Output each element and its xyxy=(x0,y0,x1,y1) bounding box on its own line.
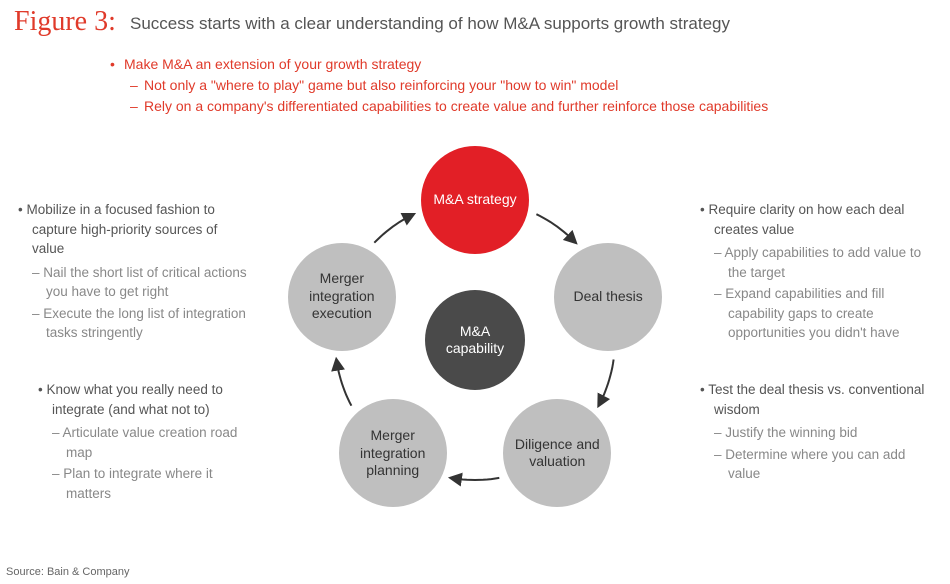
source-attribution: Source: Bain & Company xyxy=(6,566,130,578)
annotation-diligence-sub-0: Justify the winning bid xyxy=(700,423,930,443)
annotation-thesis: Require clarity on how each deal creates… xyxy=(700,200,940,345)
node-diligence-label: Diligence and valuation xyxy=(503,436,611,471)
center-label: M&A capability xyxy=(425,323,525,358)
node-thesis: Deal thesis xyxy=(554,243,662,351)
annotation-diligence-sub-1: Determine where you can add value xyxy=(700,445,930,484)
annotation-execution-main: Mobilize in a focused fashion to capture… xyxy=(18,200,253,259)
figure-label: Figure 3: xyxy=(14,6,116,38)
annotation-thesis-sub-0: Apply capabilities to add value to the t… xyxy=(700,243,940,282)
annotation-planning: Know what you really need to integrate (… xyxy=(38,380,253,505)
strategy-annotation: •Make M&A an extension of your growth st… xyxy=(110,54,768,117)
top-sub-1: Rely on a company's differentiated capab… xyxy=(144,98,768,114)
annotation-execution-sub-0: Nail the short list of critical actions … xyxy=(18,263,253,302)
annotation-planning-main: Know what you really need to integrate (… xyxy=(38,380,253,419)
center-node: M&A capability xyxy=(425,290,525,390)
top-sub-0: Not only a "where to play" game but also… xyxy=(144,77,618,93)
annotation-execution: Mobilize in a focused fashion to capture… xyxy=(18,200,253,345)
node-thesis-label: Deal thesis xyxy=(566,288,651,306)
node-planning-label: Merger integration planning xyxy=(339,427,447,480)
node-planning: Merger integration planning xyxy=(339,399,447,507)
node-execution: Merger integration execution xyxy=(288,243,396,351)
annotation-thesis-main: Require clarity on how each deal creates… xyxy=(700,200,940,239)
figure-title: Success starts with a clear understandin… xyxy=(130,14,730,34)
top-main: Make M&A an extension of your growth str… xyxy=(124,56,421,72)
annotation-diligence-main: Test the deal thesis vs. conventional wi… xyxy=(700,380,930,419)
cycle-diagram: M&A strategy Deal thesis Diligence and val… xyxy=(255,130,695,570)
node-strategy: M&A strategy xyxy=(421,146,529,254)
annotation-thesis-sub-1: Expand capabilities and fill capability … xyxy=(700,284,940,343)
node-diligence: Diligence and valuation xyxy=(503,399,611,507)
node-strategy-label: M&A strategy xyxy=(425,191,524,209)
annotation-execution-sub-1: Execute the long list of integration tas… xyxy=(18,304,253,343)
annotation-planning-sub-0: Articulate value creation road map xyxy=(38,423,253,462)
annotation-planning-sub-1: Plan to integrate where it matters xyxy=(38,464,253,503)
node-execution-label: Merger integration execution xyxy=(288,270,396,323)
annotation-diligence: Test the deal thesis vs. conventional wi… xyxy=(700,380,930,486)
